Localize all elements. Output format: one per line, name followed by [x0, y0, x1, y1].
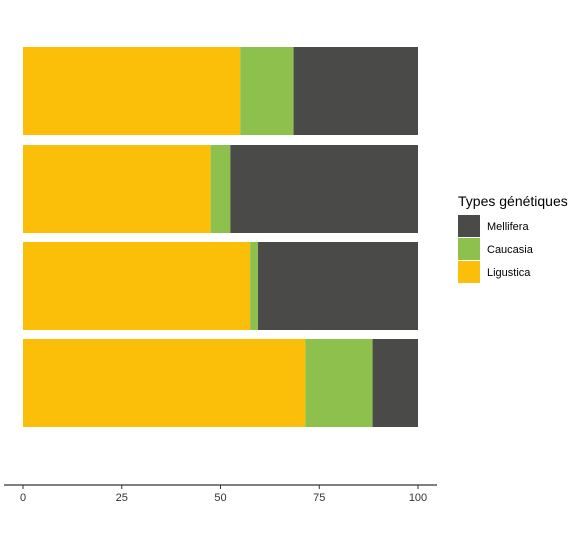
- bar-ligustica-2: [23, 145, 211, 233]
- legend-swatch-mellifera: [458, 215, 480, 237]
- legend-title: Types génétiques: [458, 193, 568, 209]
- bar-ligustica-4: [23, 339, 306, 427]
- x-tick-label-0: 0: [20, 492, 26, 504]
- bar-mellifera-3: [258, 242, 418, 330]
- x-tick-label-100: 100: [409, 492, 427, 504]
- bar-ligustica-3: [23, 242, 251, 330]
- legend-label-caucasia: Caucasia: [487, 244, 534, 256]
- bar-ligustica-1: [23, 47, 241, 135]
- bar-mellifera-1: [293, 47, 418, 135]
- bar-caucasia-4: [305, 339, 373, 427]
- x-tick-label-25: 25: [116, 492, 128, 504]
- legend-swatch-ligustica: [458, 261, 480, 283]
- bar-mellifera-4: [372, 339, 418, 427]
- x-tick-label-50: 50: [214, 492, 226, 504]
- bar-caucasia-3: [250, 242, 259, 330]
- legend: Types génétiques Mellifera Caucasia Ligust…: [458, 193, 568, 283]
- bar-caucasia-1: [240, 47, 294, 135]
- bar-caucasia-2: [210, 145, 231, 233]
- bars-layer: [23, 47, 418, 427]
- x-tick-label-75: 75: [313, 492, 325, 504]
- x-axis: 0 25 50 75 100: [4, 484, 437, 504]
- legend-label-mellifera: Mellifera: [487, 221, 529, 233]
- bar-mellifera-2: [230, 145, 418, 233]
- legend-label-ligustica: Ligustica: [487, 267, 531, 279]
- legend-swatch-caucasia: [458, 238, 480, 260]
- legend-items: Mellifera Caucasia Ligustica: [458, 215, 534, 283]
